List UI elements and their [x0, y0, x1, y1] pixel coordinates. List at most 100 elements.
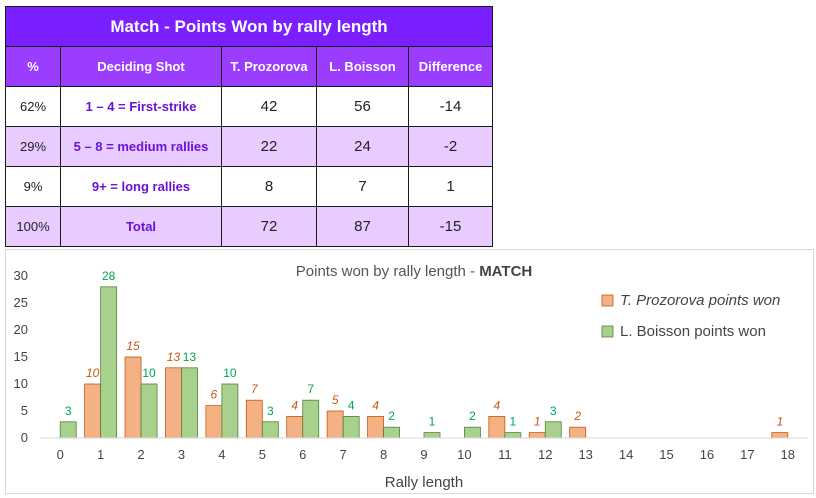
row-player-a: 42 — [221, 86, 317, 127]
y-tick-label: 0 — [21, 430, 28, 445]
data-label-series-a: 1 — [534, 415, 541, 429]
row-player-b: 7 — [316, 166, 409, 207]
bar-series-b — [464, 426, 481, 439]
row-deciding-shot: 5 – 8 = medium rallies — [60, 126, 222, 167]
header-deciding-shot: Deciding Shot — [60, 46, 222, 87]
data-label-series-b: 10 — [223, 366, 237, 380]
bar-series-a — [205, 405, 223, 439]
chart-title-plain: Points won by rally length - — [296, 263, 479, 280]
row-difference: -15 — [407, 206, 494, 247]
bar-series-b — [100, 286, 118, 439]
x-tick-label: 1 — [97, 447, 104, 462]
row-percent: 9% — [5, 166, 61, 207]
data-label-series-b: 2 — [469, 409, 476, 423]
table-title: Match - Points Won by rally length — [4, 6, 494, 47]
bar-series-a — [84, 383, 102, 439]
x-tick-label: 15 — [659, 447, 673, 462]
bar-series-b — [181, 367, 198, 439]
row-percent: 29% — [5, 126, 61, 167]
bar-series-b — [261, 421, 279, 439]
x-tick-label: 2 — [137, 447, 144, 462]
row-player-b: 56 — [316, 86, 409, 127]
bar-series-a — [528, 432, 546, 439]
x-tick-label: 9 — [420, 447, 427, 462]
row-player-a: 72 — [221, 206, 317, 247]
y-tick-label: 25 — [14, 295, 28, 310]
row-difference: -14 — [407, 86, 494, 127]
y-tick-label: 10 — [14, 376, 28, 391]
row-player-b: 24 — [316, 126, 409, 167]
data-label-series-a: 15 — [126, 339, 140, 353]
x-tick-label: 5 — [259, 447, 266, 462]
bar-series-b — [423, 432, 441, 439]
header-player-b: L. Boisson — [316, 46, 409, 87]
x-tick-label: 3 — [178, 447, 185, 462]
x-tick-label: 13 — [578, 447, 592, 462]
row-deciding-shot: Total — [60, 206, 222, 247]
bar-series-a — [569, 426, 587, 439]
data-label-series-a: 13 — [167, 350, 181, 364]
bar-series-a — [245, 399, 263, 439]
x-tick-label: 4 — [218, 447, 225, 462]
row-player-b: 87 — [316, 206, 409, 247]
data-label-series-a: 4 — [493, 398, 500, 412]
y-tick-label: 20 — [14, 322, 28, 337]
header-player-a: T. Prozorova — [221, 46, 317, 87]
data-label-series-b: 10 — [142, 366, 156, 380]
legend-label-series-b: L. Boisson points won — [620, 323, 766, 340]
x-tick-label: 7 — [340, 447, 347, 462]
y-tick-label: 5 — [21, 403, 28, 418]
data-label-series-b: 1 — [429, 415, 436, 429]
table-row: 9% 9+ = long rallies 8 7 1 — [5, 166, 494, 207]
row-player-a: 8 — [221, 166, 317, 207]
bar-series-b — [504, 432, 522, 439]
bar-series-b — [140, 383, 158, 439]
data-label-series-b: 13 — [183, 350, 197, 364]
row-difference: 1 — [407, 166, 494, 207]
table-row-total: 100% Total 72 87 -15 — [5, 206, 494, 247]
x-tick-label: 17 — [740, 447, 754, 462]
bar-series-a — [488, 415, 506, 439]
chart-title-bold: MATCH — [479, 263, 532, 280]
x-tick-label: 16 — [700, 447, 714, 462]
x-tick-label: 14 — [619, 447, 633, 462]
row-deciding-shot: 1 – 4 = First-strike — [60, 86, 222, 127]
bar-series-b — [342, 415, 360, 439]
table-row: 62% 1 – 4 = First-strike 42 56 -14 — [5, 86, 494, 127]
bar-series-a — [771, 432, 789, 439]
bar-series-b — [544, 421, 562, 439]
legend-swatch-series-b — [601, 325, 614, 338]
data-label-series-b: 3 — [267, 404, 274, 418]
row-difference: -2 — [407, 126, 494, 167]
row-percent: 100% — [5, 206, 61, 247]
data-label-series-b: 4 — [348, 398, 355, 412]
data-label-series-b: 7 — [307, 382, 314, 396]
table-header-row: % Deciding Shot T. Prozorova L. Boisson … — [5, 46, 494, 87]
bar-series-b — [383, 426, 400, 439]
data-label-series-a: 4 — [372, 398, 379, 412]
x-tick-label: 8 — [380, 447, 387, 462]
row-deciding-shot: 9+ = long rallies — [60, 166, 222, 207]
x-tick-label: 6 — [299, 447, 306, 462]
x-tick-label: 18 — [781, 447, 795, 462]
legend: T. Prozorova points won L. Boisson point… — [601, 292, 780, 340]
data-label-series-b: 3 — [65, 404, 72, 418]
x-tick-label: 0 — [57, 447, 64, 462]
data-label-series-b: 28 — [102, 269, 116, 283]
header-difference: Difference — [407, 46, 494, 87]
rally-length-chart-svg: Points won by rally length - MATCH 05101… — [14, 263, 808, 491]
row-percent: 62% — [5, 86, 61, 127]
data-label-series-a: 1 — [776, 415, 783, 429]
y-tick-label: 30 — [14, 268, 28, 283]
data-label-series-a: 7 — [251, 382, 259, 396]
bar-series-b — [302, 399, 320, 439]
rally-length-chart: Points won by rally length - MATCH 0 5 10 1… — [5, 249, 814, 494]
data-label-series-a: 6 — [211, 388, 218, 402]
x-tick-label: 11 — [498, 447, 512, 462]
data-label-series-b: 1 — [509, 415, 516, 429]
points-by-rally-table: Match - Points Won by rally length % Dec… — [4, 6, 494, 247]
bar-series-a — [165, 367, 182, 439]
table-row: 29% 5 – 8 = medium rallies 22 24 -2 — [5, 126, 494, 167]
data-label-series-a: 2 — [573, 409, 581, 423]
data-label-series-b: 3 — [550, 404, 557, 418]
